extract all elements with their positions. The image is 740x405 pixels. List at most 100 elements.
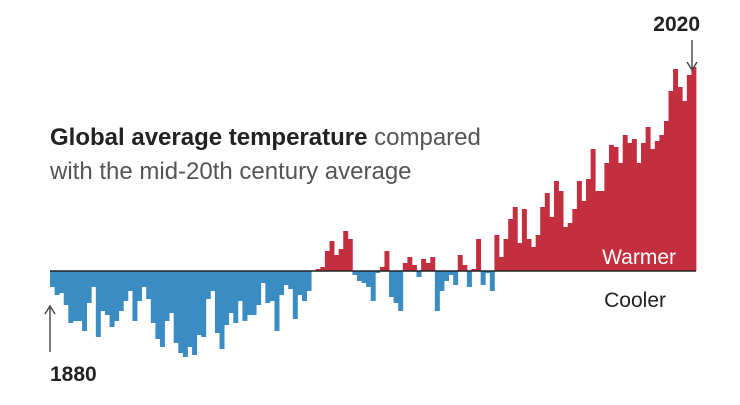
bar-1952 [379, 267, 385, 271]
bar-1985 [531, 247, 537, 271]
bar-1950 [370, 271, 376, 301]
bar-1958 [407, 257, 413, 271]
bar-2013 [659, 135, 665, 271]
chart-title-line2: with the mid-20th century average [49, 158, 412, 185]
bar-1966 [444, 271, 449, 281]
bar-1969 [457, 255, 463, 271]
bar-1976 [489, 271, 495, 291]
bar-1953 [384, 251, 390, 271]
bar-1931 [283, 271, 289, 285]
bar-2004 [618, 163, 624, 271]
bar-2011 [650, 149, 656, 271]
bar-1998 [590, 149, 596, 271]
end-arrow-head [686, 61, 698, 72]
bar-1918 [224, 271, 230, 325]
cooler-label: Cooler [604, 289, 666, 312]
bar-1960 [416, 271, 422, 277]
bar-2017 [677, 87, 683, 271]
bar-2012 [654, 141, 660, 271]
bar-1914 [205, 271, 211, 299]
bar-1947 [356, 271, 362, 281]
bar-1955 [393, 271, 399, 303]
bar-1999 [595, 191, 601, 271]
bar-1890 [95, 271, 101, 337]
bar-1933 [292, 271, 298, 319]
bar-1944 [343, 231, 349, 271]
bar-1902 [150, 271, 156, 323]
bar-2018 [682, 101, 688, 271]
bar-1916 [214, 271, 220, 333]
chart-title-bold: Global average temperature [50, 124, 367, 151]
bar-1974 [480, 271, 486, 285]
bar-1977 [494, 235, 500, 271]
bar-1895 [118, 271, 124, 311]
bar-1924 [251, 271, 257, 315]
bars-group [50, 67, 697, 357]
bar-1905 [164, 271, 170, 321]
bar-1886 [77, 271, 83, 321]
bar-1983 [521, 209, 527, 271]
bar-1954 [389, 271, 395, 297]
bar-1935 [301, 271, 307, 301]
bar-1919 [228, 271, 234, 313]
bar-1984 [526, 239, 532, 271]
bar-1981 [512, 207, 518, 271]
bar-1963 [430, 257, 436, 271]
bar-1899 [137, 271, 143, 301]
bar-1880 [50, 271, 55, 287]
bar-1908 [178, 271, 184, 353]
end-year-label: 2020 [653, 13, 700, 36]
bar-2016 [673, 69, 679, 271]
bar-1927 [265, 271, 271, 303]
bar-1882 [59, 271, 65, 293]
bar-1906 [169, 271, 175, 313]
bar-1991 [558, 191, 564, 271]
bar-1915 [210, 271, 216, 291]
bar-1936 [306, 271, 312, 291]
bar-1892 [104, 271, 110, 315]
bar-1901 [146, 271, 152, 299]
bar-1995 [576, 181, 582, 271]
bar-1940 [324, 251, 330, 271]
bar-1911 [192, 271, 198, 355]
bar-1972 [471, 269, 477, 271]
bar-1989 [549, 217, 555, 271]
bar-1922 [242, 271, 248, 321]
bar-1990 [553, 181, 559, 271]
bar-2005 [622, 135, 628, 271]
bar-1891 [100, 271, 106, 311]
bar-1946 [352, 271, 358, 275]
bar-2002 [608, 145, 614, 271]
bar-1885 [72, 271, 78, 321]
bar-1993 [567, 223, 573, 271]
bar-1910 [187, 271, 193, 347]
bar-1945 [347, 239, 353, 271]
bar-1943 [338, 249, 344, 271]
bar-1887 [82, 271, 88, 331]
bar-1992 [563, 227, 569, 271]
bar-1996 [581, 201, 587, 271]
bar-1988 [544, 193, 550, 271]
bar-2014 [663, 121, 669, 271]
bar-1926 [260, 271, 266, 283]
bar-1939 [320, 267, 326, 271]
chart-title-rest: compared [367, 124, 480, 151]
bar-1956 [398, 271, 404, 311]
bar-1888 [86, 271, 92, 303]
bar-1929 [274, 271, 280, 331]
bar-2001 [604, 163, 610, 271]
bar-1941 [329, 241, 335, 271]
bar-1997 [586, 179, 592, 271]
bar-1898 [132, 271, 138, 321]
bar-1884 [68, 271, 74, 323]
bar-1967 [448, 271, 454, 275]
start-arrow-head [44, 304, 56, 315]
bar-1975 [485, 271, 491, 273]
bar-1987 [540, 207, 546, 271]
bar-2015 [668, 91, 674, 271]
bar-2007 [631, 139, 637, 271]
start-year-label: 1880 [50, 363, 97, 386]
bar-1964 [434, 271, 440, 311]
bar-1923 [247, 271, 252, 315]
bar-1980 [508, 219, 514, 271]
